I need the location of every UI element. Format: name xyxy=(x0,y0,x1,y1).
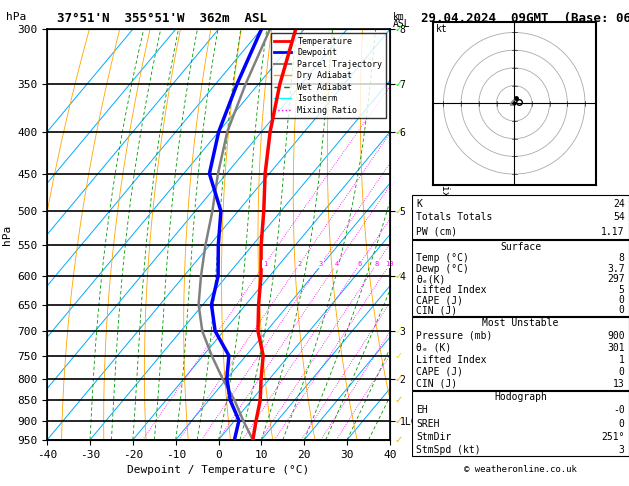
Text: 6: 6 xyxy=(357,261,362,267)
Text: Lifted Index: Lifted Index xyxy=(416,285,487,295)
Bar xyxy=(412,195,629,239)
Text: SREH: SREH xyxy=(416,418,440,429)
Text: Pressure (mb): Pressure (mb) xyxy=(416,331,493,341)
Text: PW (cm): PW (cm) xyxy=(416,226,457,237)
Text: 0: 0 xyxy=(619,305,625,315)
Text: θₑ(K): θₑ(K) xyxy=(416,274,446,284)
Text: ✓: ✓ xyxy=(394,374,403,383)
Text: 1.17: 1.17 xyxy=(601,226,625,237)
Text: 8: 8 xyxy=(374,261,379,267)
Text: 37°51'N  355°51'W  362m  ASL: 37°51'N 355°51'W 362m ASL xyxy=(57,12,267,25)
Text: CAPE (J): CAPE (J) xyxy=(416,295,464,305)
Text: 3: 3 xyxy=(619,445,625,455)
Text: Dewp (°C): Dewp (°C) xyxy=(416,264,469,274)
Text: StmSpd (kt): StmSpd (kt) xyxy=(416,445,481,455)
Text: 1: 1 xyxy=(619,355,625,364)
Text: 10: 10 xyxy=(386,261,394,267)
Text: 0: 0 xyxy=(619,418,625,429)
Text: 5: 5 xyxy=(619,285,625,295)
Text: 251°: 251° xyxy=(601,432,625,442)
Text: K: K xyxy=(416,199,422,208)
Text: Lifted Index: Lifted Index xyxy=(416,355,487,364)
Text: ✓: ✓ xyxy=(394,326,403,336)
Text: 2: 2 xyxy=(298,261,301,267)
Text: Totals Totals: Totals Totals xyxy=(416,212,493,222)
Text: ASL: ASL xyxy=(393,19,411,30)
Text: hPa: hPa xyxy=(6,12,26,22)
Bar xyxy=(412,240,629,315)
Text: Hodograph: Hodograph xyxy=(494,392,547,402)
Bar xyxy=(412,317,629,390)
Text: km: km xyxy=(393,12,405,22)
Text: 29.04.2024  09GMT  (Base: 06): 29.04.2024 09GMT (Base: 06) xyxy=(421,12,629,25)
Text: EH: EH xyxy=(416,405,428,416)
Text: kt: kt xyxy=(437,24,448,35)
Text: CIN (J): CIN (J) xyxy=(416,379,457,389)
Text: 54: 54 xyxy=(613,212,625,222)
Text: 0: 0 xyxy=(619,295,625,305)
Text: ✓: ✓ xyxy=(394,395,403,405)
Bar xyxy=(412,391,629,456)
Text: 900: 900 xyxy=(607,331,625,341)
Text: Most Unstable: Most Unstable xyxy=(482,318,559,329)
Text: 297: 297 xyxy=(607,274,625,284)
Text: 13: 13 xyxy=(613,379,625,389)
Text: ✓: ✓ xyxy=(394,24,403,34)
Text: ✓: ✓ xyxy=(394,416,403,426)
Y-axis label: hPa: hPa xyxy=(2,225,12,244)
Text: 3: 3 xyxy=(319,261,323,267)
Text: 24: 24 xyxy=(613,199,625,208)
Text: 8: 8 xyxy=(619,253,625,263)
Text: StmDir: StmDir xyxy=(416,432,452,442)
Text: ✓: ✓ xyxy=(394,271,403,281)
Text: ✓: ✓ xyxy=(394,206,403,216)
Text: 4: 4 xyxy=(335,261,339,267)
Text: ✓: ✓ xyxy=(394,79,403,89)
Y-axis label: Mixing Ratio (g/kg): Mixing Ratio (g/kg) xyxy=(440,179,450,290)
Text: ✓: ✓ xyxy=(394,350,403,361)
Text: 3.7: 3.7 xyxy=(607,264,625,274)
Text: 1: 1 xyxy=(263,261,267,267)
Text: © weatheronline.co.uk: © weatheronline.co.uk xyxy=(464,465,577,474)
Text: 301: 301 xyxy=(607,343,625,353)
Text: CAPE (J): CAPE (J) xyxy=(416,366,464,377)
X-axis label: Dewpoint / Temperature (°C): Dewpoint / Temperature (°C) xyxy=(128,465,309,475)
Legend: Temperature, Dewpoint, Parcel Trajectory, Dry Adiabat, Wet Adiabat, Isotherm, Mi: Temperature, Dewpoint, Parcel Trajectory… xyxy=(271,34,386,118)
Text: CIN (J): CIN (J) xyxy=(416,305,457,315)
Text: 0: 0 xyxy=(619,366,625,377)
Text: ✓: ✓ xyxy=(394,435,403,445)
Text: -0: -0 xyxy=(613,405,625,416)
Text: Temp (°C): Temp (°C) xyxy=(416,253,469,263)
Text: Surface: Surface xyxy=(500,242,541,252)
Text: ✓: ✓ xyxy=(394,127,403,137)
Text: θₑ (K): θₑ (K) xyxy=(416,343,452,353)
